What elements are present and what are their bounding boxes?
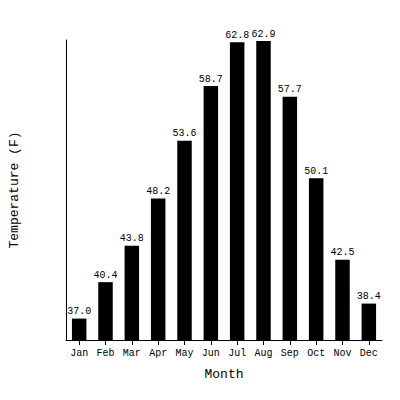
svg-text:Jan: Jan (70, 348, 88, 359)
svg-text:62.9: 62.9 (251, 29, 275, 40)
svg-text:Sep: Sep (281, 348, 299, 359)
svg-text:40.4: 40.4 (93, 270, 117, 281)
svg-text:43.8: 43.8 (120, 233, 144, 244)
svg-text:57.7: 57.7 (278, 84, 302, 95)
svg-text:Mar: Mar (123, 348, 141, 359)
svg-text:Apr: Apr (149, 348, 167, 359)
svg-text:42.5: 42.5 (330, 247, 354, 258)
svg-text:Dec: Dec (360, 348, 378, 359)
svg-text:50.1: 50.1 (304, 166, 328, 177)
svg-text:Oct: Oct (307, 348, 325, 359)
svg-text:Jul: Jul (228, 348, 246, 359)
svg-text:Aug: Aug (254, 348, 272, 359)
svg-text:Feb: Feb (96, 348, 114, 359)
svg-text:May: May (175, 348, 193, 359)
svg-text:Month: Month (204, 367, 243, 382)
svg-text:Temperature (F): Temperature (F) (7, 131, 22, 248)
svg-text:37.0: 37.0 (67, 306, 91, 317)
svg-text:58.7: 58.7 (199, 74, 223, 85)
svg-text:53.6: 53.6 (172, 128, 196, 139)
svg-text:Nov: Nov (333, 348, 351, 359)
svg-text:38.4: 38.4 (357, 291, 381, 302)
svg-text:62.8: 62.8 (225, 30, 249, 41)
svg-text:Jun: Jun (202, 348, 220, 359)
svg-text:48.2: 48.2 (146, 186, 170, 197)
